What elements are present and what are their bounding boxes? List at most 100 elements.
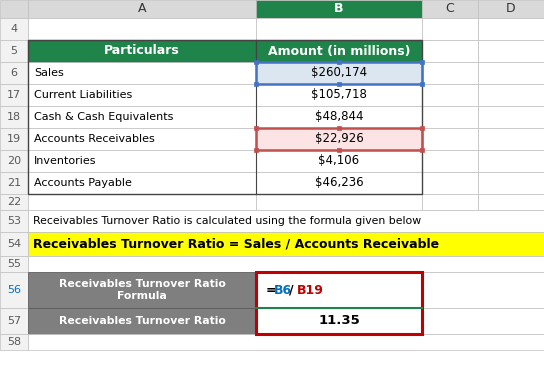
- Bar: [256, 40, 422, 62]
- Text: Sales: Sales: [34, 68, 64, 78]
- Bar: [478, 84, 544, 106]
- Text: A: A: [138, 2, 146, 16]
- Text: $48,844: $48,844: [315, 111, 363, 123]
- Bar: [0, 106, 28, 128]
- Text: Receivables Turnover Ratio: Receivables Turnover Ratio: [59, 316, 225, 326]
- Bar: [422, 40, 478, 62]
- Bar: [422, 172, 478, 194]
- Bar: [28, 0, 256, 18]
- Text: 17: 17: [7, 90, 21, 100]
- Bar: [28, 232, 544, 256]
- Bar: [254, 148, 258, 152]
- Bar: [422, 106, 478, 128]
- Bar: [28, 106, 256, 128]
- Bar: [28, 62, 256, 84]
- Text: Accounts Receivables: Accounts Receivables: [34, 134, 154, 144]
- Text: 58: 58: [7, 337, 21, 347]
- Bar: [0, 150, 28, 172]
- Bar: [478, 18, 544, 40]
- Bar: [256, 18, 422, 40]
- Text: =: =: [266, 284, 277, 296]
- Bar: [0, 194, 28, 210]
- Bar: [256, 128, 422, 150]
- Text: $4,106: $4,106: [318, 154, 360, 168]
- Bar: [0, 256, 28, 272]
- Bar: [478, 40, 544, 62]
- Bar: [422, 18, 478, 40]
- Bar: [422, 128, 478, 150]
- Bar: [256, 172, 422, 194]
- Bar: [256, 84, 422, 106]
- Text: 21: 21: [7, 178, 21, 188]
- Text: 53: 53: [7, 216, 21, 226]
- Bar: [420, 82, 424, 86]
- Text: Receivables Turnover Ratio
Formula: Receivables Turnover Ratio Formula: [59, 279, 225, 301]
- Bar: [256, 272, 422, 308]
- Bar: [256, 62, 422, 84]
- Text: Particulars: Particulars: [104, 45, 180, 57]
- Text: $46,236: $46,236: [314, 177, 363, 189]
- Text: Accounts Payable: Accounts Payable: [34, 178, 132, 188]
- Bar: [337, 82, 341, 86]
- Bar: [256, 150, 422, 172]
- Text: 20: 20: [7, 156, 21, 166]
- Text: Receivables Turnover Ratio = Sales / Accounts Receivable: Receivables Turnover Ratio = Sales / Acc…: [33, 237, 439, 251]
- Bar: [28, 40, 256, 62]
- Bar: [256, 128, 422, 150]
- Bar: [254, 82, 258, 86]
- Bar: [28, 334, 544, 350]
- Bar: [0, 128, 28, 150]
- Bar: [478, 194, 544, 210]
- Bar: [0, 18, 28, 40]
- Text: 18: 18: [7, 112, 21, 122]
- Bar: [0, 210, 28, 232]
- Bar: [478, 106, 544, 128]
- Text: Amount (in millions): Amount (in millions): [268, 45, 410, 57]
- Text: 4: 4: [10, 24, 17, 34]
- Bar: [0, 0, 28, 18]
- Text: Inventories: Inventories: [34, 156, 96, 166]
- Bar: [0, 40, 28, 62]
- Text: $22,926: $22,926: [314, 132, 363, 146]
- Text: $260,174: $260,174: [311, 66, 367, 80]
- Text: 56: 56: [7, 285, 21, 295]
- Bar: [478, 172, 544, 194]
- Bar: [0, 272, 28, 308]
- Bar: [0, 84, 28, 106]
- Bar: [422, 194, 478, 210]
- Text: 55: 55: [7, 259, 21, 269]
- Bar: [28, 18, 256, 40]
- Bar: [478, 150, 544, 172]
- Bar: [420, 60, 424, 64]
- Bar: [420, 148, 424, 152]
- Text: D: D: [506, 2, 516, 16]
- Bar: [28, 194, 256, 210]
- Bar: [0, 62, 28, 84]
- Bar: [420, 126, 424, 130]
- Bar: [422, 150, 478, 172]
- Bar: [422, 272, 544, 308]
- Bar: [256, 308, 422, 334]
- Bar: [337, 60, 341, 64]
- Bar: [478, 128, 544, 150]
- Bar: [0, 308, 28, 334]
- Bar: [28, 308, 256, 334]
- Text: 11.35: 11.35: [318, 315, 360, 327]
- Text: 6: 6: [10, 68, 17, 78]
- Bar: [28, 40, 422, 194]
- Bar: [28, 210, 544, 232]
- Bar: [256, 272, 422, 334]
- Text: B19: B19: [297, 284, 324, 296]
- Bar: [28, 150, 256, 172]
- Text: C: C: [446, 2, 454, 16]
- Bar: [28, 84, 256, 106]
- Text: 5: 5: [10, 46, 17, 56]
- Text: B6: B6: [274, 284, 292, 296]
- Bar: [28, 172, 256, 194]
- Bar: [254, 126, 258, 130]
- Bar: [422, 0, 478, 18]
- Text: 54: 54: [7, 239, 21, 249]
- Bar: [28, 256, 544, 272]
- Bar: [28, 128, 256, 150]
- Text: $105,718: $105,718: [311, 88, 367, 102]
